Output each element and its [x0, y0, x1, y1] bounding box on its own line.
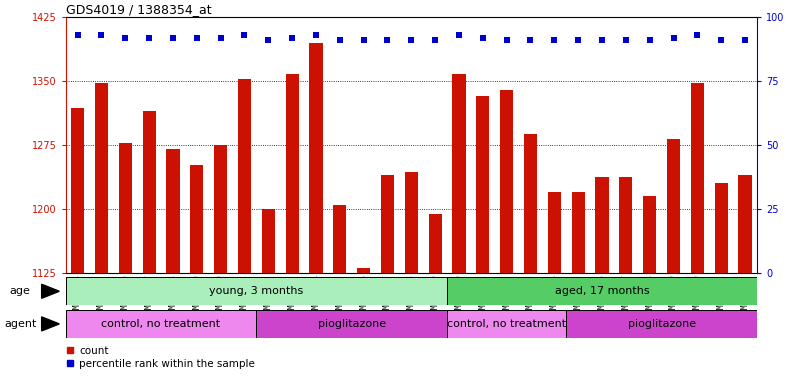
- Text: age: age: [10, 286, 30, 296]
- Bar: [572, 192, 585, 273]
- Bar: [714, 183, 728, 273]
- Bar: [381, 175, 394, 273]
- Text: control, no treatment: control, no treatment: [102, 319, 220, 329]
- Bar: [333, 205, 346, 273]
- Bar: [95, 83, 108, 273]
- Bar: [643, 196, 656, 273]
- Text: young, 3 months: young, 3 months: [209, 286, 304, 296]
- Bar: [477, 96, 489, 273]
- Text: agent: agent: [4, 319, 36, 329]
- Text: GDS4019 / 1388354_at: GDS4019 / 1388354_at: [66, 3, 211, 16]
- Bar: [453, 74, 465, 273]
- Bar: [66, 277, 447, 305]
- Bar: [119, 143, 132, 273]
- Bar: [286, 74, 299, 273]
- Bar: [190, 164, 203, 273]
- Bar: [405, 172, 418, 273]
- Text: aged, 17 months: aged, 17 months: [555, 286, 650, 296]
- Bar: [71, 108, 84, 273]
- Bar: [595, 177, 609, 273]
- Bar: [429, 214, 441, 273]
- Text: control, no treatment: control, no treatment: [447, 319, 566, 329]
- Text: pioglitazone: pioglitazone: [318, 319, 386, 329]
- Bar: [262, 209, 275, 273]
- Bar: [548, 192, 561, 273]
- Bar: [256, 310, 447, 338]
- Bar: [690, 83, 704, 273]
- Bar: [309, 43, 323, 273]
- Bar: [238, 79, 251, 273]
- Bar: [214, 145, 227, 273]
- Bar: [619, 177, 633, 273]
- Bar: [143, 111, 155, 273]
- Bar: [66, 310, 256, 338]
- Bar: [167, 149, 179, 273]
- Bar: [447, 277, 757, 305]
- Text: pioglitazone: pioglitazone: [627, 319, 695, 329]
- Bar: [667, 139, 680, 273]
- Bar: [500, 89, 513, 273]
- Bar: [524, 134, 537, 273]
- Bar: [566, 310, 757, 338]
- Legend: count, percentile rank within the sample: count, percentile rank within the sample: [66, 346, 255, 369]
- Bar: [447, 310, 566, 338]
- Bar: [739, 175, 751, 273]
- Bar: [357, 268, 370, 273]
